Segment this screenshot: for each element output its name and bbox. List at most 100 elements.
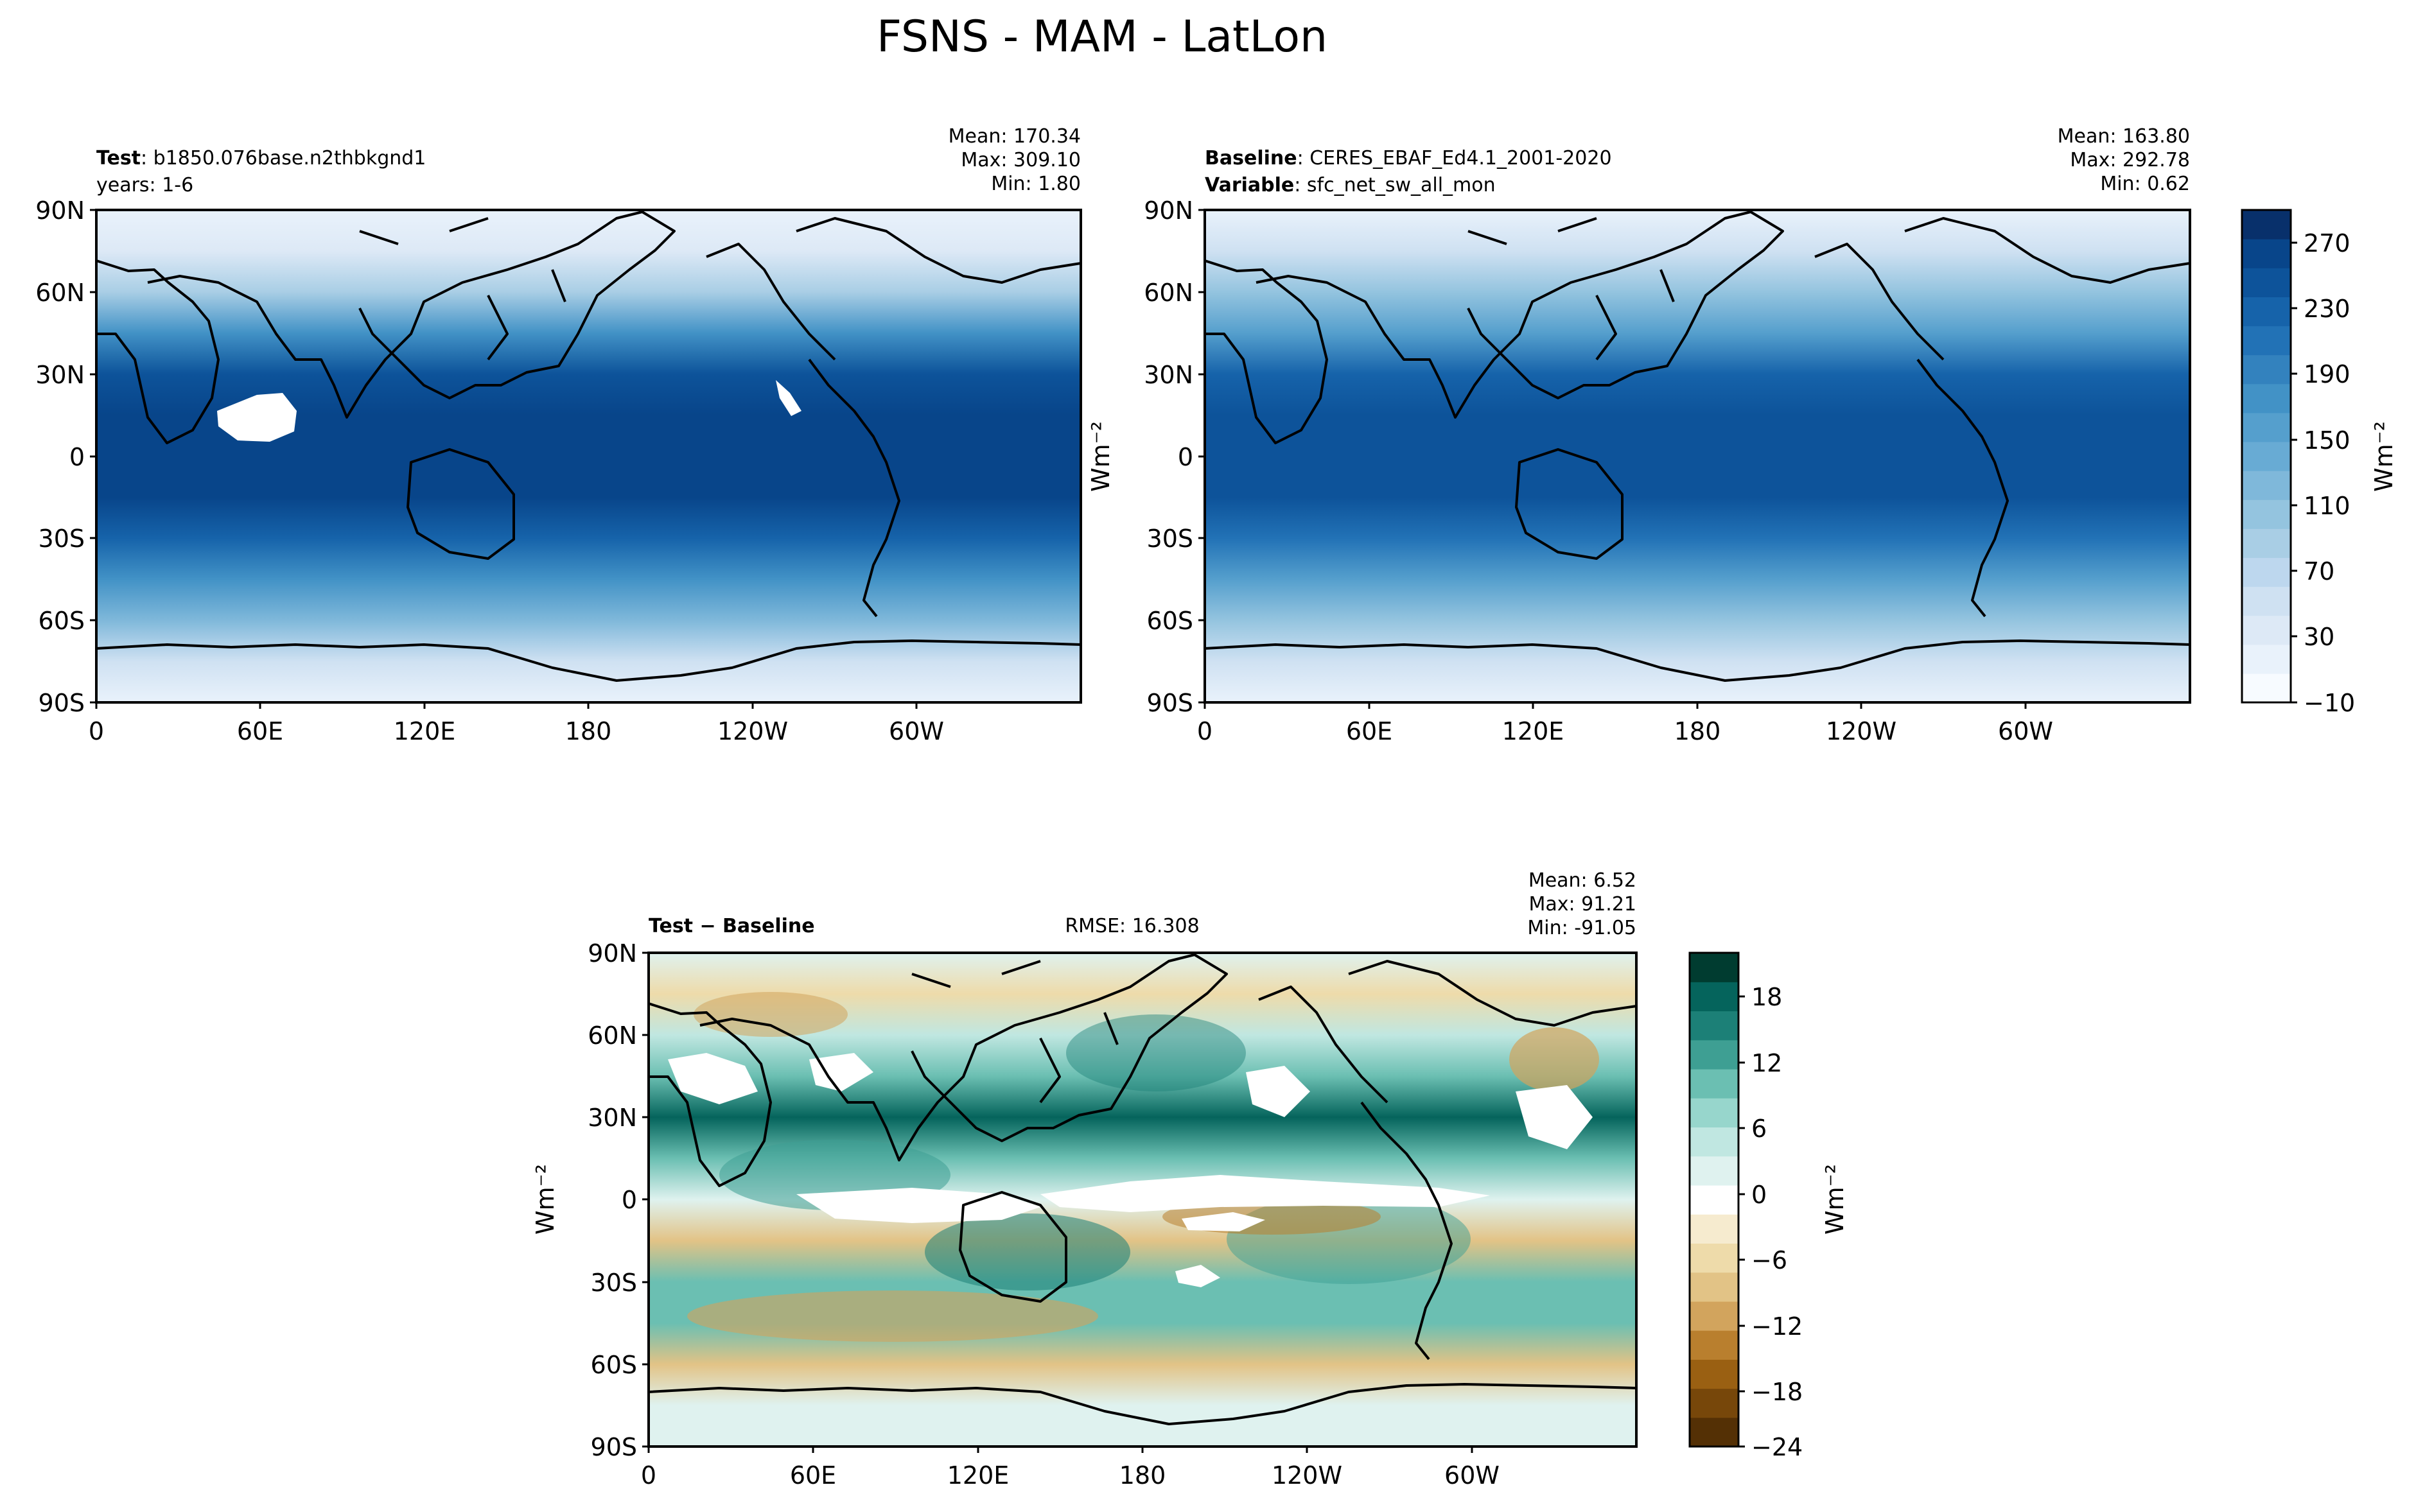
diff-lat-labels: 90N 60N 30N 0 30S 60S 90S — [588, 939, 637, 1461]
test-min: Min: 1.80 — [991, 173, 1081, 195]
lat-label: 30S — [591, 1269, 637, 1297]
test-lat-ticks — [90, 209, 96, 704]
lat-label: 60S — [39, 607, 85, 635]
lon-label: 180 — [565, 717, 612, 745]
ref-left-units: Wm⁻² — [1087, 421, 1115, 492]
diff-rmse: RMSE: 16.308 — [1065, 915, 1199, 937]
ref-panel: Baseline: CERES_EBAF_Ed4.1_2001-2020 Var… — [1087, 125, 2191, 745]
diff-mean: Mean: 6.52 — [1528, 869, 1636, 892]
ref-lat-labels: 90N 60N 30N 0 30S 60S 90S — [1144, 196, 1193, 717]
colorbar-band — [1690, 1214, 1738, 1244]
lon-label: 120E — [947, 1461, 1010, 1490]
lat-label: 90N — [35, 196, 85, 225]
diff-colorbar-labels: 18 12 6 0 −6 −12 −18 −24 — [1751, 983, 1803, 1461]
diff-left-units: Wm⁻² — [531, 1164, 559, 1235]
ref-mean: Mean: 163.80 — [2058, 125, 2190, 148]
diff-colorbar-bands — [1690, 953, 1738, 1447]
colorbar-tick-label: −24 — [1751, 1433, 1803, 1461]
colorbar-band — [1690, 1098, 1738, 1128]
colorbar-band — [1690, 1272, 1738, 1302]
colorbar-band — [2242, 210, 2291, 239]
colorbar-tick-label: −10 — [2304, 689, 2355, 717]
lat-label: 60S — [1147, 607, 1193, 635]
colorbar-band — [2242, 297, 2291, 327]
colorbar-tick-label: 110 — [2304, 492, 2350, 520]
ref-colorbar: 270 230 190 150 110 70 30 −10 Wm⁻² — [2241, 209, 2398, 717]
test-lon-ticks — [95, 702, 918, 709]
colorbar-band — [1690, 1301, 1738, 1331]
lat-label: 30N — [588, 1104, 637, 1132]
ref-max: Max: 292.78 — [2070, 149, 2190, 171]
lat-label: 60S — [591, 1351, 637, 1379]
test-mean: Mean: 170.34 — [949, 125, 1081, 148]
lon-label: 180 — [1674, 717, 1721, 745]
colorbar-band — [1690, 1330, 1738, 1360]
diff-lon-labels: 0 60E 120E 180 120W 60W — [641, 1461, 1500, 1490]
lat-label: 90S — [591, 1433, 637, 1461]
ref-variable-rest: : sfc_net_sw_all_mon — [1294, 174, 1495, 196]
colorbar-tick-label: 12 — [1751, 1049, 1782, 1077]
ref-colorbar-labels: 270 230 190 150 110 70 30 −10 — [2304, 229, 2355, 717]
colorbar-tick-label: −6 — [1751, 1246, 1787, 1274]
test-max: Max: 309.10 — [961, 149, 1081, 171]
lat-label: 90S — [1147, 689, 1193, 717]
colorbar-tick-label: 30 — [2304, 623, 2334, 651]
ref-lat-ticks — [1198, 209, 1205, 704]
lon-label: 180 — [1119, 1461, 1166, 1490]
lat-label: 0 — [1178, 443, 1193, 471]
colorbar-band — [2242, 557, 2291, 587]
ref-label-bold: Baseline — [1205, 147, 1297, 169]
test-coastlines — [96, 211, 1081, 682]
colorbar-band — [2242, 500, 2291, 529]
colorbar-tick-label: −18 — [1751, 1378, 1803, 1406]
lon-label: 60W — [889, 717, 944, 745]
diff-lon-ticks — [647, 1447, 1473, 1453]
diff-min: Min: -91.05 — [1527, 917, 1636, 939]
colorbar-band — [1690, 1359, 1738, 1389]
colorbar-band — [1690, 1185, 1738, 1215]
ref-variable-bold: Variable — [1205, 174, 1294, 196]
test-missing-region-indian — [217, 393, 297, 442]
lat-label: 90N — [1144, 196, 1193, 225]
test-lon-labels: 0 60E 120E 180 120W 60W — [89, 717, 944, 745]
colorbar-tick-label: 6 — [1751, 1115, 1767, 1143]
ref-map-field — [1205, 210, 2190, 702]
colorbar-band — [2242, 354, 2291, 385]
colorbar-band — [2242, 528, 2291, 559]
colorbar-band — [2242, 383, 2291, 413]
colorbar-tick-label: 230 — [2304, 295, 2350, 323]
colorbar-band — [1690, 953, 1738, 982]
colorbar-tick-label: −12 — [1751, 1312, 1803, 1341]
figure-title: FSNS - MAM - LatLon — [877, 12, 1327, 62]
colorbar-tick-label: 18 — [1751, 983, 1782, 1011]
lon-label: 60W — [1444, 1461, 1500, 1490]
ref-coastlines — [1204, 211, 2191, 682]
ref-colorbar-units: Wm⁻² — [2370, 421, 2398, 492]
lon-label: 120W — [1826, 717, 1896, 745]
colorbar-band — [2242, 441, 2291, 471]
colorbar-tick-label: 190 — [2304, 360, 2350, 388]
lat-label: 60N — [588, 1021, 637, 1050]
colorbar-band — [2242, 586, 2291, 616]
ref-label-rest: : CERES_EBAF_Ed4.1_2001-2020 — [1297, 147, 1612, 169]
diff-panel: Test − Baseline RMSE: 16.308 Mean: 6.52 … — [531, 869, 1638, 1490]
colorbar-band — [2242, 239, 2291, 268]
lat-label: 90S — [39, 689, 85, 717]
diff-colorbar-ticks — [1738, 995, 1745, 1448]
lon-label: 0 — [641, 1461, 656, 1490]
colorbar-band — [2242, 615, 2291, 645]
colorbar-tick-label: 0 — [1751, 1181, 1767, 1209]
colorbar-band — [2242, 412, 2291, 442]
lon-label: 60E — [237, 717, 283, 745]
diff-lat-ticks — [642, 952, 649, 1448]
lat-label: 90N — [588, 939, 637, 968]
colorbar-tick-label: 150 — [2304, 426, 2350, 455]
colorbar-band — [2242, 326, 2291, 356]
colorbar-band — [2242, 471, 2291, 500]
ref-label: Baseline: CERES_EBAF_Ed4.1_2001-2020 — [1205, 147, 1612, 169]
colorbar-tick-label: 270 — [2304, 229, 2350, 257]
test-label-rest: : b1850.076base.n2thbkgnd1 — [141, 147, 426, 169]
colorbar-band — [1690, 1388, 1738, 1418]
colorbar-band — [1690, 1156, 1738, 1186]
